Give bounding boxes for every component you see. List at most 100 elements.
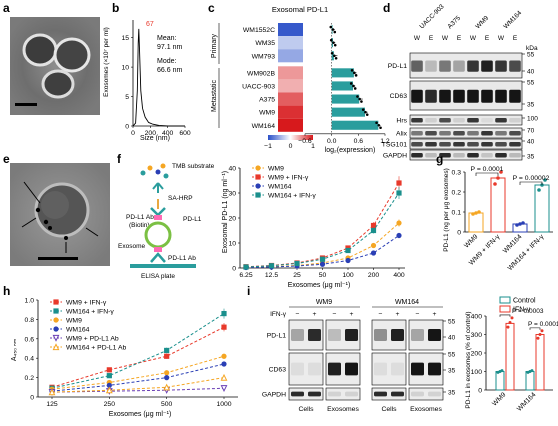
panel-c-data-point	[375, 121, 378, 125]
panel-d-lane-letter: E	[513, 35, 518, 42]
panel-i-lane-label: Cells	[381, 406, 397, 413]
panel-d-cell-line: A375	[446, 14, 462, 30]
panel-i-bar-data-point	[530, 369, 534, 373]
legend-marker	[255, 174, 261, 180]
panel-g-sig-bracket	[519, 181, 543, 185]
panel-i-bar-ytick-label: 200	[471, 351, 483, 358]
panel-d-band	[439, 60, 451, 72]
legend-marker	[52, 343, 60, 351]
gold-particle	[43, 219, 49, 225]
panel-h-data-point	[221, 353, 227, 359]
panel-i-kda-mark: 55	[448, 319, 456, 326]
panel-d-band	[481, 142, 493, 147]
panel-c-bar	[331, 81, 353, 91]
legend-entry: WM164	[268, 184, 292, 191]
panel-d-band	[495, 89, 507, 103]
panel-h-data-point	[163, 383, 171, 391]
panel-i-sig-bracket	[499, 314, 511, 317]
panel-h-xtick-label: 500	[161, 401, 173, 408]
panel-d-band	[467, 60, 479, 72]
panel-c-data-point	[356, 95, 359, 98]
panel-i-bar-ytick-label: 100	[471, 369, 483, 376]
panel-c-data-point	[349, 82, 353, 85]
panel-d-kda-mark: 35	[527, 102, 535, 109]
panel-c-data-point	[333, 30, 337, 34]
panel-c-colorbar-tick: 0	[289, 143, 293, 150]
panel-c-row-label: WM35	[255, 40, 275, 47]
scale-bar	[15, 103, 37, 106]
panel-d-blot-strip	[409, 114, 523, 126]
panel-h-data-point	[105, 386, 113, 394]
panel-h-data-point	[221, 324, 227, 330]
panel-g-ytick-label: 0.1	[452, 210, 462, 217]
panel-c-xlabel: log₂(expression)	[325, 147, 376, 154]
panel-h-ytick-label: 0.6	[25, 336, 35, 343]
panel-i-kda-mark: 40	[448, 335, 456, 342]
panel-d-band	[481, 89, 493, 103]
panel-h-series-line	[51, 377, 225, 393]
panel-d-kda-mark: 55	[527, 80, 535, 87]
panel-label-h: h	[3, 284, 10, 298]
panel-d-band	[453, 153, 465, 158]
panel-d-band	[495, 142, 507, 147]
panel-d-lane-letter: W	[414, 35, 421, 42]
panel-i-blot: WM9 WM164 IFN-γ − + − + − + − + PD-L1 CD63 GAPDH 55 40 5…	[262, 299, 456, 413]
panel-i-bar	[525, 371, 535, 391]
panel-d-band	[467, 89, 479, 103]
panel-i-band	[308, 362, 321, 376]
panel-i-bar-data-point	[500, 369, 504, 373]
panel-i-treatment-sign: −	[379, 311, 383, 318]
panel-c-row-label: WM902B	[247, 70, 275, 77]
panel-i-bar-ylabel: PD-L1 in exosomes (% of control)	[465, 311, 472, 408]
panel-d-band	[495, 60, 507, 72]
panel-d-protein-label: Alix	[396, 131, 408, 138]
panel-d-band	[439, 131, 451, 136]
panel-h-data-point	[106, 382, 112, 388]
legend-marker	[53, 326, 59, 332]
panel-i-band	[411, 362, 424, 376]
panel-d-band	[467, 118, 479, 123]
panel-d-band	[467, 131, 479, 136]
panel-i-band	[391, 329, 404, 341]
panel-c-data-point	[332, 41, 335, 44]
panel-d-band	[453, 118, 465, 123]
panel-b-ytick-label: 10	[121, 65, 129, 72]
panel-i-wm164-label: WM164	[395, 299, 419, 306]
panel-i-band	[308, 391, 321, 397]
gold-particle	[64, 236, 68, 240]
panel-h-data-point	[164, 347, 170, 354]
panel-d-lane-letter: E	[485, 35, 490, 42]
panel-i-bar-ytick-label: 300	[471, 332, 483, 339]
panel-i-band	[291, 391, 304, 397]
panel-d-kda-mark: 40	[527, 139, 535, 146]
panel-b-ytick-label: 15	[121, 35, 129, 42]
panel-g-category-label: WM164	[502, 233, 524, 255]
panel-g-data-point	[543, 178, 547, 182]
panel-h-ytick-label: 0.8	[25, 317, 35, 324]
panel-c-bar	[331, 120, 379, 130]
panel-i-band	[374, 391, 387, 397]
panel-d-band	[425, 153, 437, 158]
panel-c-data-point	[353, 87, 357, 90]
panel-i-blot-strip	[408, 387, 444, 401]
panel-i-band	[345, 391, 358, 397]
panel-h-xtick-label: 125	[46, 401, 58, 408]
legend-entry: WM9	[268, 166, 284, 173]
panel-d-band	[467, 153, 479, 158]
panel-i-band	[411, 391, 424, 397]
panel-d-band	[425, 118, 437, 123]
panel-c-data-point	[364, 110, 367, 114]
legend-entry: WM9 + IFN-γ	[268, 175, 309, 182]
panel-d-band	[411, 142, 423, 147]
panel-d-band	[495, 153, 507, 158]
panel-c-bar	[331, 68, 354, 78]
panel-d-protein-label: Hrs	[396, 118, 407, 125]
panel-g-data-point	[518, 222, 522, 226]
panel-i-bar-ytick-label: 400	[471, 314, 483, 321]
panel-d-blot-strip	[409, 127, 523, 139]
panel-c-colorbar-tick: −1	[264, 143, 272, 150]
panel-f-ytick-label: 20	[228, 216, 236, 223]
panel-h-data-point	[106, 373, 112, 379]
panel-f-data-point	[396, 180, 402, 186]
panel-c-xtick-label: −0.6	[298, 138, 312, 145]
